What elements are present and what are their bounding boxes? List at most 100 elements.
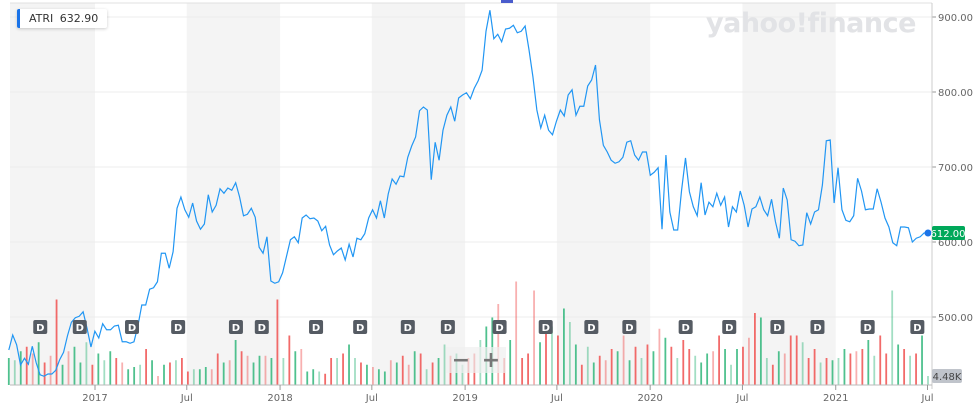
zoom-in-button[interactable]: +: [481, 347, 501, 373]
legend-ticker: ATRI: [29, 12, 54, 25]
zoom-out-button[interactable]: −: [451, 347, 471, 373]
volume-bar: [885, 353, 888, 385]
last-price-dot: [924, 229, 932, 237]
x-tick-label: Jul: [550, 393, 563, 404]
yahoo-finance-logo: yahoo!finance: [706, 8, 916, 39]
dividend-marker[interactable]: [440, 320, 455, 334]
legend-value: 632.90: [59, 12, 99, 25]
volume-bar: [115, 358, 118, 385]
dividend-marker[interactable]: [125, 320, 140, 334]
volume-bar: [718, 335, 720, 385]
volume-bar: [377, 369, 380, 385]
volume-bar: [873, 355, 876, 385]
volume-bar: [366, 364, 368, 385]
volume-bar: [109, 351, 112, 385]
y-tick-label: 600.00: [938, 238, 973, 249]
volume-label: 4.48K: [933, 372, 962, 383]
dividend-marker[interactable]: [622, 320, 637, 334]
dividend-marker-label: D: [681, 323, 689, 334]
dividend-marker[interactable]: [678, 320, 693, 334]
volume-bar: [282, 358, 285, 385]
dividend-marker-label: D: [625, 323, 633, 334]
volume-bar: [216, 353, 219, 385]
dividend-marker[interactable]: [584, 320, 599, 334]
volume-bar: [724, 349, 726, 385]
volume-bar: [915, 353, 917, 385]
volume-bar: [258, 355, 261, 385]
dividend-marker-label: D: [725, 323, 733, 334]
volume-bar: [765, 358, 768, 385]
x-tick-label: 2018: [267, 393, 292, 404]
x-tick-label: 2020: [637, 393, 662, 404]
volume-bar: [360, 362, 362, 385]
dividend-marker[interactable]: [72, 320, 87, 334]
x-tick-label: Jul: [735, 393, 748, 404]
volume-bar: [210, 369, 213, 385]
y-tick-label: 900.00: [938, 13, 973, 24]
volume-bar: [49, 355, 52, 385]
volume-bar: [372, 367, 374, 385]
dividend-marker-label: D: [232, 323, 240, 334]
volume-bar: [103, 360, 106, 385]
volume-bar: [568, 322, 571, 385]
range-handle[interactable]: [501, 0, 513, 3]
dividend-marker-label: D: [356, 323, 364, 334]
volume-bar: [67, 351, 70, 385]
dividend-marker-label: D: [495, 323, 503, 334]
dividend-marker[interactable]: [309, 320, 324, 334]
volume-bar: [31, 353, 34, 385]
volume-bar: [121, 362, 124, 385]
dividend-marker[interactable]: [538, 320, 553, 334]
volume-bar: [658, 328, 661, 385]
volume-bar: [664, 337, 667, 385]
volume-bar: [85, 342, 88, 385]
volume-bar: [407, 364, 410, 385]
volume-bar: [700, 362, 703, 385]
dividend-marker-label: D: [312, 323, 320, 334]
volume-bar: [145, 349, 147, 385]
volume-bar: [443, 344, 446, 385]
dividend-marker[interactable]: [400, 320, 415, 334]
dividend-marker[interactable]: [910, 320, 925, 334]
zoom-controls: − +: [446, 347, 506, 373]
dividend-marker[interactable]: [770, 320, 785, 334]
volume-bar: [825, 358, 828, 385]
volume-bar: [533, 290, 535, 385]
y-tick-label: 800.00: [938, 88, 973, 99]
volume-bar: [437, 358, 440, 385]
volume-bar: [551, 326, 553, 385]
volume-bar: [157, 376, 159, 385]
dividend-marker[interactable]: [492, 320, 507, 334]
volume-bar: [813, 349, 816, 385]
volume-bar: [186, 371, 189, 385]
volume-bar: [169, 362, 171, 385]
volume-bar: [240, 351, 243, 385]
volume-bar: [151, 360, 153, 385]
volume-bar: [921, 335, 923, 385]
volume-bar: [736, 349, 738, 385]
legend-symbol[interactable]: ATRI 632.90: [17, 9, 108, 28]
dividend-marker[interactable]: [254, 320, 269, 334]
last-price-label: 612.00: [931, 229, 966, 240]
volume-bar: [13, 360, 16, 385]
volume-bar: [192, 369, 195, 385]
volume-bar: [861, 349, 864, 385]
volume-bar: [891, 290, 894, 385]
dividend-marker[interactable]: [353, 320, 368, 334]
dividend-marker[interactable]: [810, 320, 825, 334]
dividend-marker[interactable]: [722, 320, 737, 334]
volume-bar: [831, 360, 834, 385]
dividend-marker[interactable]: [33, 320, 48, 334]
volume-bar: [318, 371, 321, 385]
dividend-marker[interactable]: [228, 320, 243, 334]
volume-bar: [288, 335, 291, 385]
volume-bar: [204, 367, 207, 385]
volume-bar: [557, 335, 559, 385]
x-tick-label: 2017: [82, 393, 107, 404]
dividend-marker[interactable]: [860, 320, 875, 334]
volume-bar: [175, 360, 177, 385]
volume-bar: [97, 353, 100, 385]
x-tick-label: Jul: [180, 393, 193, 404]
dividend-marker[interactable]: [171, 320, 186, 334]
